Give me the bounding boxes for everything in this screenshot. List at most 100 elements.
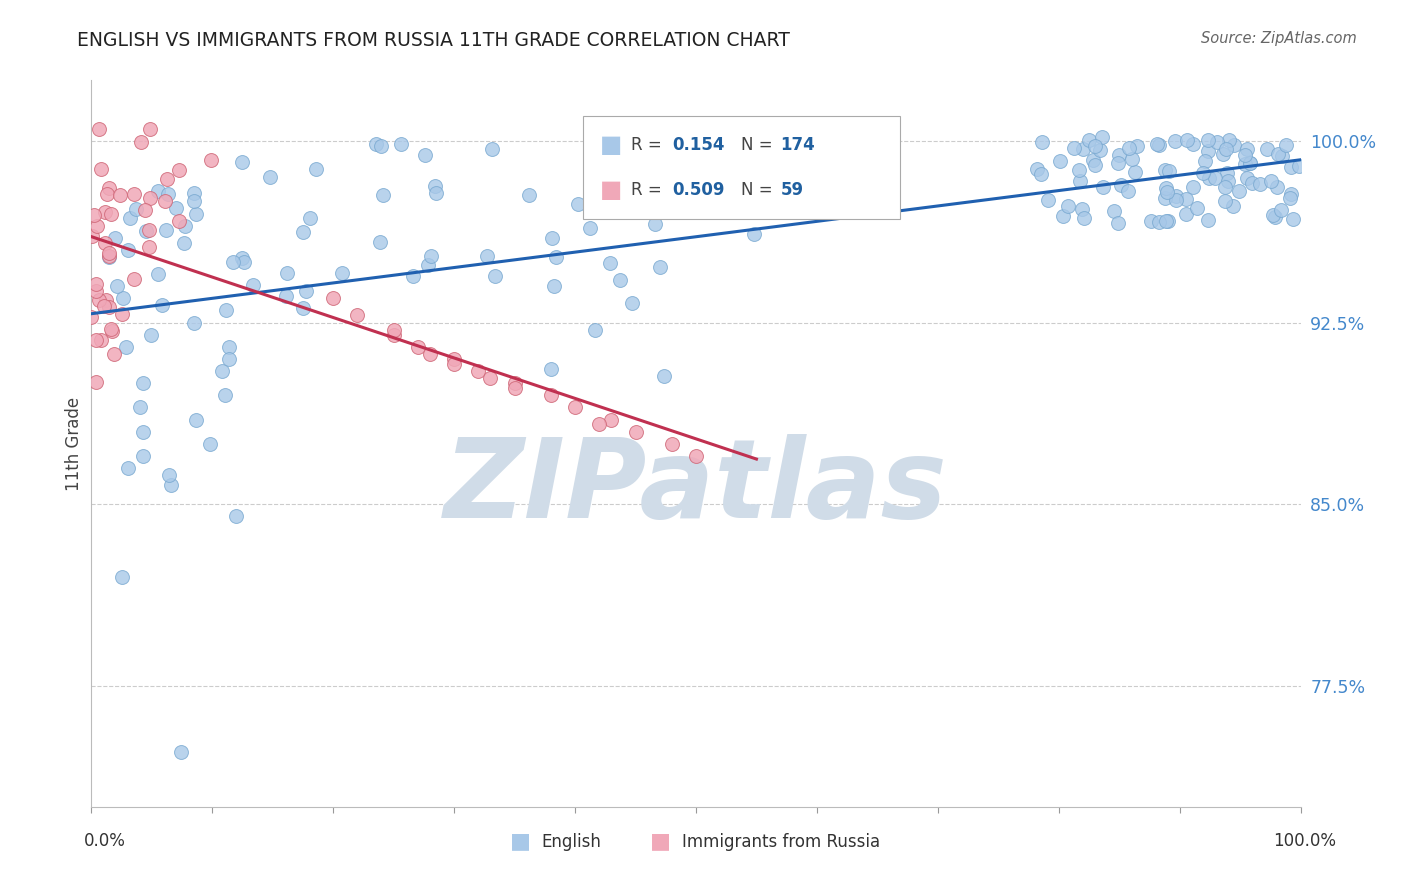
Point xyxy=(124,272,146,286)
Point xyxy=(1166,194,1188,208)
Point xyxy=(382,323,405,337)
Point xyxy=(108,187,131,202)
Point xyxy=(84,376,107,390)
Point xyxy=(115,340,138,354)
Text: R =: R = xyxy=(631,136,668,153)
Point xyxy=(170,745,193,759)
Point xyxy=(443,357,465,371)
Point xyxy=(402,269,425,284)
Point xyxy=(1260,174,1282,188)
Point xyxy=(1275,138,1298,153)
Point xyxy=(1212,147,1234,161)
Point xyxy=(609,273,631,287)
Text: 0.154: 0.154 xyxy=(672,136,724,153)
Point xyxy=(1083,158,1105,172)
Point xyxy=(1102,203,1125,218)
Point xyxy=(425,178,447,193)
Point xyxy=(1118,140,1140,154)
Point xyxy=(291,301,314,315)
Point xyxy=(138,223,160,237)
Point xyxy=(425,186,447,200)
Point xyxy=(477,249,499,263)
Text: 59: 59 xyxy=(780,181,803,199)
Point xyxy=(122,186,145,201)
Point xyxy=(685,449,707,463)
Point xyxy=(183,194,205,209)
Point xyxy=(173,235,195,250)
Point xyxy=(540,388,562,402)
Point xyxy=(1279,190,1302,204)
Point xyxy=(644,217,666,231)
Text: N =: N = xyxy=(741,181,778,199)
Point xyxy=(1154,181,1177,195)
Point xyxy=(648,260,671,274)
Point xyxy=(87,121,110,136)
Point xyxy=(322,291,344,305)
Point xyxy=(96,293,118,307)
Text: ■: ■ xyxy=(600,133,623,157)
Point xyxy=(131,425,153,439)
Point xyxy=(184,206,207,220)
Point xyxy=(419,347,441,361)
Point xyxy=(621,296,644,310)
Point xyxy=(135,223,157,237)
Point xyxy=(218,340,240,354)
Point xyxy=(148,267,170,281)
Point xyxy=(503,381,526,395)
Point xyxy=(1175,133,1198,147)
Point xyxy=(1029,167,1052,181)
Text: ZIPatlas: ZIPatlas xyxy=(444,434,948,541)
Point xyxy=(1197,133,1219,147)
Point xyxy=(588,417,610,432)
Text: ■: ■ xyxy=(510,831,530,851)
Point xyxy=(517,188,540,202)
Point xyxy=(155,223,177,237)
Text: English: English xyxy=(541,833,602,851)
Point xyxy=(1070,202,1092,216)
Point xyxy=(1125,139,1147,153)
Point xyxy=(1264,210,1286,224)
Point xyxy=(1073,142,1095,156)
Point xyxy=(97,300,120,314)
Point xyxy=(1156,213,1178,227)
Point xyxy=(1073,211,1095,225)
Point xyxy=(1147,215,1170,229)
Point xyxy=(259,170,281,185)
Point xyxy=(242,277,264,292)
Point xyxy=(370,235,392,249)
Point xyxy=(406,340,429,354)
Point xyxy=(443,351,465,366)
Point xyxy=(599,256,621,270)
Point xyxy=(138,239,160,253)
Point xyxy=(1164,189,1187,203)
Point xyxy=(104,231,127,245)
Point xyxy=(103,347,125,361)
Point xyxy=(218,351,240,366)
Point xyxy=(87,293,110,307)
Point xyxy=(225,509,247,524)
Text: Source: ZipAtlas.com: Source: ZipAtlas.com xyxy=(1201,31,1357,46)
Point xyxy=(1088,143,1111,157)
Point xyxy=(84,277,107,292)
Point xyxy=(156,171,179,186)
Point xyxy=(366,137,388,152)
Text: R =: R = xyxy=(631,181,668,199)
Point xyxy=(146,184,169,198)
Point xyxy=(346,309,368,323)
Point xyxy=(183,316,205,330)
Point xyxy=(1241,176,1264,190)
Point xyxy=(479,371,502,385)
Point xyxy=(138,121,160,136)
Point xyxy=(1271,149,1294,163)
Text: ■: ■ xyxy=(600,178,623,202)
Point xyxy=(1107,216,1129,230)
Point xyxy=(1218,132,1240,146)
Point xyxy=(467,364,489,378)
Point xyxy=(186,412,208,426)
Point xyxy=(111,570,134,584)
Text: 174: 174 xyxy=(780,136,815,153)
Point xyxy=(1084,139,1107,153)
Point xyxy=(1107,156,1129,170)
Point xyxy=(1156,214,1178,228)
Point xyxy=(86,219,108,233)
